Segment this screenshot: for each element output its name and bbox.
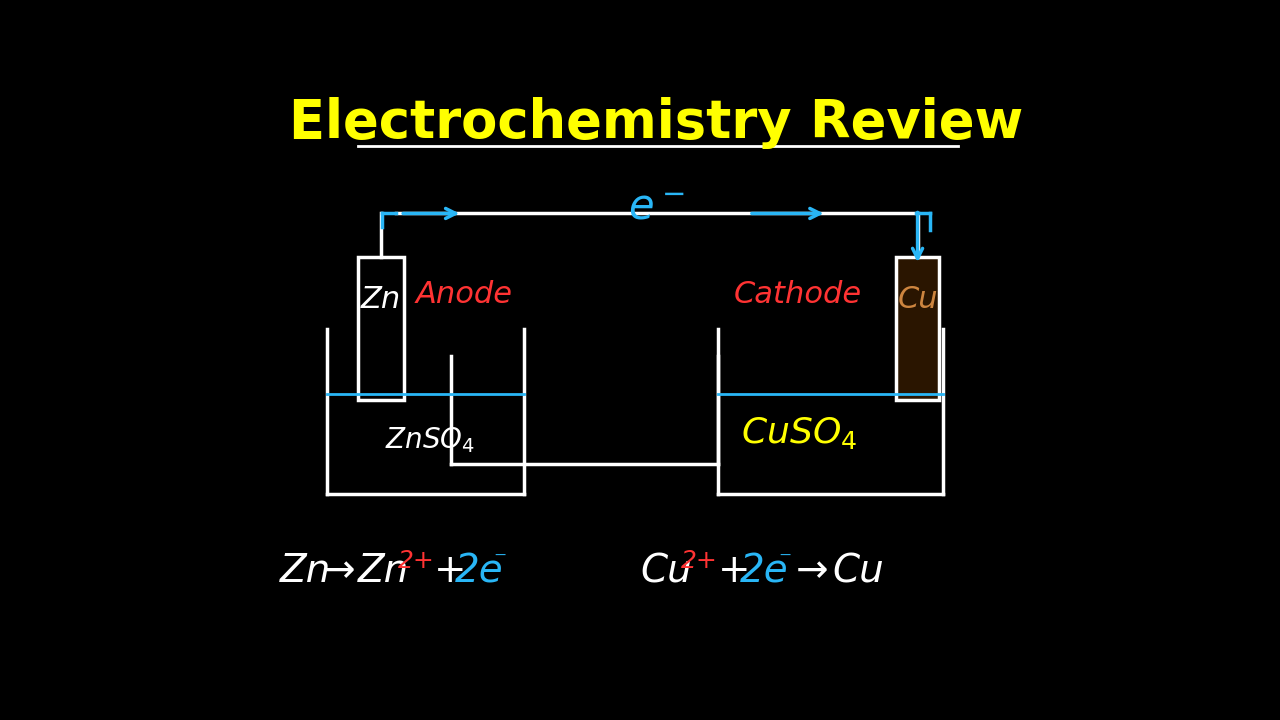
Text: →: → <box>323 552 356 590</box>
Text: ⁻: ⁻ <box>493 549 507 572</box>
Text: +: + <box>434 552 466 590</box>
Text: 2+: 2+ <box>681 549 718 572</box>
Text: $e^-$: $e^-$ <box>627 186 685 228</box>
Text: $CuSO_4$: $CuSO_4$ <box>741 415 858 451</box>
Text: $ZnSO_4$: $ZnSO_4$ <box>385 426 475 456</box>
Text: ⁻: ⁻ <box>778 549 792 572</box>
Text: Cu: Cu <box>640 552 692 590</box>
Text: Electrochemistry Review: Electrochemistry Review <box>289 97 1023 149</box>
Text: Cu: Cu <box>897 285 938 314</box>
Text: →: → <box>795 552 828 590</box>
Text: 2e: 2e <box>740 552 788 590</box>
Text: Zn: Zn <box>361 285 401 314</box>
Text: Zn: Zn <box>280 552 332 590</box>
Bar <box>357 257 404 400</box>
Text: 2e: 2e <box>454 552 503 590</box>
Text: +: + <box>718 552 750 590</box>
Text: 2+: 2+ <box>398 549 435 572</box>
Bar <box>896 257 938 400</box>
Text: Zn: Zn <box>357 552 408 590</box>
Text: Cathode: Cathode <box>733 280 861 309</box>
Text: Cu: Cu <box>833 552 884 590</box>
Text: Anode: Anode <box>416 280 513 309</box>
